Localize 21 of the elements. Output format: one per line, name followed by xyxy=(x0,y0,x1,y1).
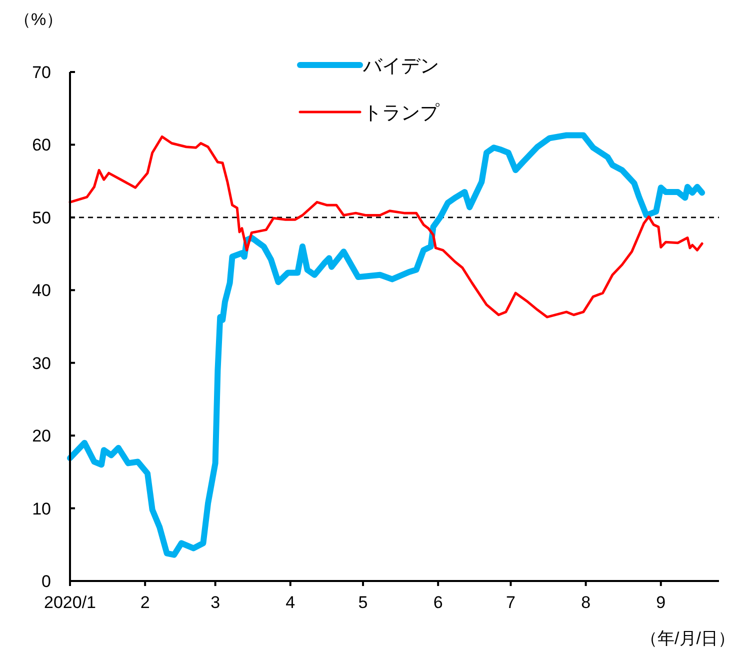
x-tick-label: 5 xyxy=(358,593,368,612)
x-axis-title: （年/月/日） xyxy=(640,629,735,648)
legend-label: トランプ xyxy=(363,103,440,124)
legend-label: バイデン xyxy=(362,56,439,77)
y-tick-label: 20 xyxy=(32,426,51,446)
y-tick-label: 40 xyxy=(32,281,51,300)
y-tick-label: 50 xyxy=(32,208,51,228)
y-tick-label: 30 xyxy=(32,354,51,373)
y-tick-label: 10 xyxy=(32,499,51,518)
x-tick-label: 3 xyxy=(210,593,220,612)
x-tick-label: 9 xyxy=(656,593,666,612)
y-tick-label: 70 xyxy=(32,63,51,82)
y-tick-label: 60 xyxy=(32,136,51,155)
x-tick-label: 4 xyxy=(286,593,296,612)
y-tick-label: 0 xyxy=(42,572,51,591)
x-tick-label: 8 xyxy=(581,593,591,612)
x-tick-label: 2 xyxy=(140,593,150,612)
y-axis-title: （%） xyxy=(14,10,64,29)
x-tick-label: 6 xyxy=(433,593,443,612)
x-tick-label: 7 xyxy=(506,593,516,612)
x-tick-label: 2020/1 xyxy=(44,593,96,612)
